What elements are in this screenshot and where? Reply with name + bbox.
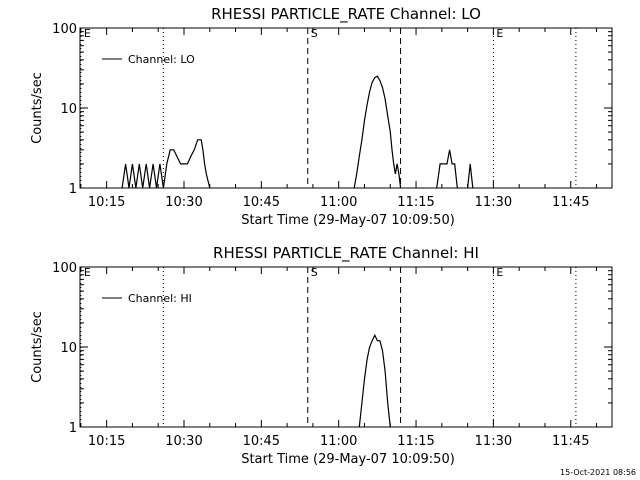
marker-label: S [311, 27, 318, 40]
x-tick-label: 10:30 [165, 195, 202, 210]
x-tick-label: 11:30 [475, 195, 512, 210]
x-tick-label: 11:45 [552, 195, 589, 210]
marker-label: E [496, 266, 503, 279]
chart-title: RHESSI PARTICLE_RATE Channel: HI [213, 244, 479, 263]
x-tick-label: 11:15 [397, 195, 434, 210]
series-line [353, 75, 402, 189]
series-line [436, 149, 458, 189]
series-line [358, 333, 391, 428]
x-tick-label: 10:45 [243, 434, 280, 449]
marker-label: E [496, 27, 503, 40]
y-tick-label: 1 [69, 182, 77, 197]
x-tick-label: 11:15 [397, 434, 434, 449]
footer-stamp: 15-Oct-2021 08:56 [560, 468, 636, 477]
x-tick-label: 10:45 [243, 195, 280, 210]
marker-label: S [311, 266, 318, 279]
marker-label: E [84, 27, 91, 40]
y-tick-label: 100 [52, 22, 77, 37]
x-axis-label: Start Time (29-May-07 10:09:50) [241, 452, 455, 467]
legend-entry: Channel: HI [128, 292, 192, 305]
panel-lo: RHESSI PARTICLE_RATE Channel: LO 10:15 10:… [30, 5, 613, 228]
chart-title: RHESSI PARTICLE_RATE Channel: LO [211, 5, 481, 24]
x-axis-label: Start Time (29-May-07 10:09:50) [241, 213, 455, 228]
y-tick-label: 10 [60, 102, 77, 117]
x-tick-label: 11:00 [320, 195, 357, 210]
x-tick-label: 10:30 [165, 434, 202, 449]
x-tick-label: 11:45 [552, 434, 589, 449]
y-tick-label: 10 [60, 341, 77, 356]
legend-entry: Channel: LO [128, 53, 195, 66]
x-tick-label: 10:15 [88, 434, 125, 449]
x-tick-label: 10:15 [88, 195, 125, 210]
y-axis-label: Counts/sec [30, 72, 45, 144]
x-tick-label: 11:00 [320, 434, 357, 449]
series-line [121, 163, 168, 189]
y-axis-label: Counts/sec [30, 311, 45, 383]
marker-label: E [84, 266, 91, 279]
series-line [467, 163, 474, 189]
plot-frame [79, 266, 613, 428]
series-line [166, 139, 211, 189]
x-tick-label: 11:30 [475, 434, 512, 449]
y-tick-label: 100 [52, 261, 77, 276]
panel-hi: RHESSI PARTICLE_RATE Channel: HI 10:15 10:… [30, 244, 613, 467]
y-tick-label: 1 [69, 421, 77, 436]
